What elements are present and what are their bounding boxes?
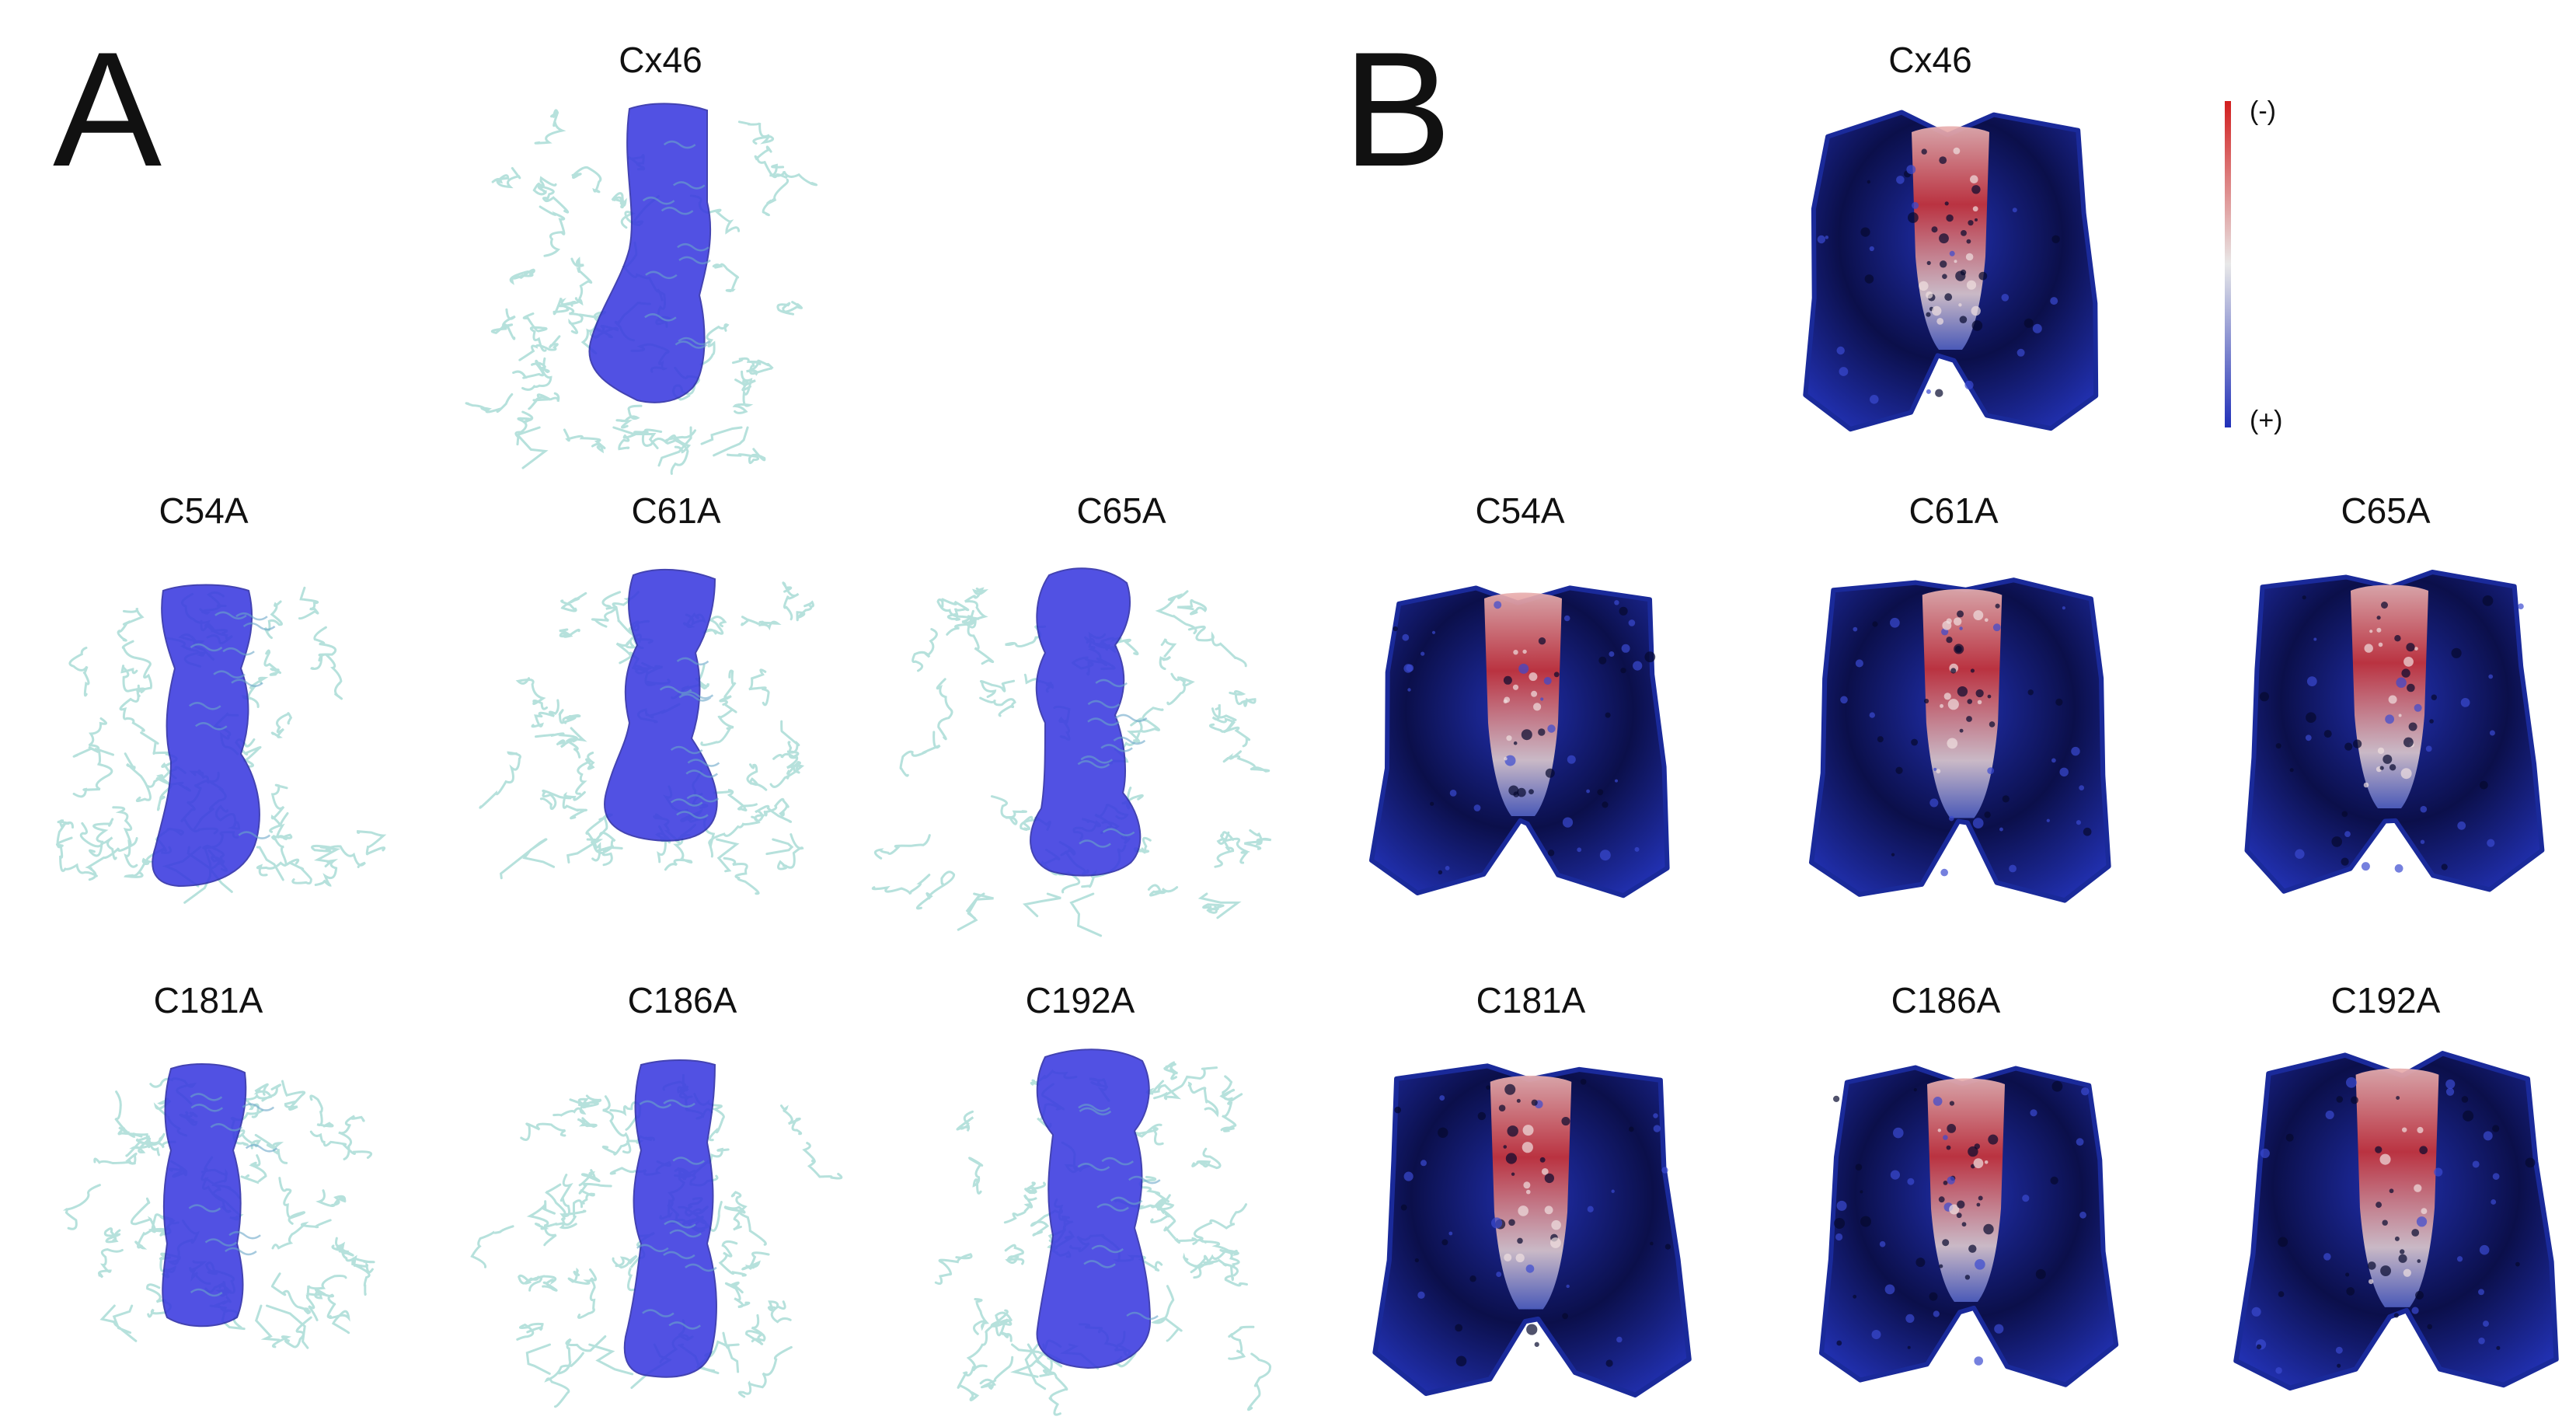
surface-c181a-svg bbox=[1372, 1063, 1692, 1398]
pore-render-c186a bbox=[470, 1049, 843, 1415]
label-a-c54a: C54A bbox=[159, 490, 249, 531]
pore-render-c65a-svg bbox=[871, 567, 1272, 937]
colorbar-negative-label: (-) bbox=[2250, 96, 2276, 126]
pore-render-c65a bbox=[871, 560, 1282, 964]
label-a-cx46: Cx46 bbox=[619, 40, 702, 80]
pore-c181a bbox=[162, 1062, 247, 1328]
pore-render-c54a bbox=[39, 560, 396, 917]
pore-render-c192a bbox=[917, 1041, 1290, 1416]
pore-c65a bbox=[1030, 567, 1142, 877]
label-a-c192a: C192A bbox=[1025, 980, 1135, 1021]
pore-c54a bbox=[152, 584, 260, 888]
label-b-c61a: C61A bbox=[1908, 490, 1999, 531]
label-b-cx46: Cx46 bbox=[1888, 40, 1972, 80]
label-a-c181a: C181A bbox=[153, 980, 263, 1021]
panel-a-letter: A bbox=[53, 18, 162, 201]
pore-render-c61a-svg bbox=[479, 568, 814, 895]
surface-c186a-svg bbox=[1819, 1065, 2119, 1387]
pore-render-c181a bbox=[39, 1049, 396, 1376]
panel-b-letter: B bbox=[1343, 18, 1452, 201]
label-a-c61a: C61A bbox=[631, 490, 721, 531]
surface-c186a bbox=[1811, 1041, 2121, 1407]
colorbar-positive-label: (+) bbox=[2250, 406, 2283, 435]
surface-c54a-svg bbox=[1369, 585, 1670, 898]
pore-render-cx46 bbox=[465, 93, 831, 497]
surface-c65a bbox=[2230, 560, 2549, 902]
label-b-c186a: C186A bbox=[1891, 980, 2001, 1021]
pore-render-c181a-svg bbox=[62, 1062, 375, 1349]
colorbar-gradient bbox=[2225, 101, 2231, 427]
electrostatic-colorbar bbox=[2222, 101, 2233, 427]
surface-c54a bbox=[1368, 567, 1678, 909]
pore-cx46 bbox=[588, 103, 712, 403]
channel-surface-c65a bbox=[2351, 584, 2428, 808]
label-b-c192a: C192A bbox=[2330, 980, 2441, 1021]
label-b-c65a: C65A bbox=[2341, 490, 2431, 531]
surface-c192a bbox=[2230, 1041, 2564, 1407]
surface-c192a-svg bbox=[2233, 1051, 2559, 1391]
pore-c192a bbox=[1036, 1048, 1152, 1369]
pore-render-c192a-svg bbox=[934, 1048, 1272, 1416]
label-a-c65a: C65A bbox=[1076, 490, 1166, 531]
pore-render-c54a-svg bbox=[56, 584, 387, 904]
label-b-c54a: C54A bbox=[1475, 490, 1565, 531]
label-b-c181a: C181A bbox=[1476, 980, 1586, 1021]
pore-render-c186a-svg bbox=[470, 1059, 843, 1408]
channel-surface-c54a bbox=[1484, 592, 1562, 816]
surface-cx46 bbox=[1795, 101, 2106, 443]
pore-c186a bbox=[623, 1059, 717, 1378]
channel-surface-c61a bbox=[1922, 588, 2003, 818]
surface-c61a-svg bbox=[1808, 577, 2111, 903]
pore-c61a bbox=[604, 568, 718, 842]
surface-c61a bbox=[1803, 560, 2121, 917]
channel-surface-c186a bbox=[1927, 1078, 2005, 1302]
surface-c65a-svg bbox=[2244, 570, 2545, 894]
pore-render-c61a bbox=[479, 560, 839, 909]
pore-render-cx46-svg bbox=[465, 103, 818, 475]
surface-cx46-svg bbox=[1803, 110, 2099, 432]
surface-c181a bbox=[1368, 1049, 1694, 1407]
label-a-c186a: C186A bbox=[627, 980, 737, 1021]
